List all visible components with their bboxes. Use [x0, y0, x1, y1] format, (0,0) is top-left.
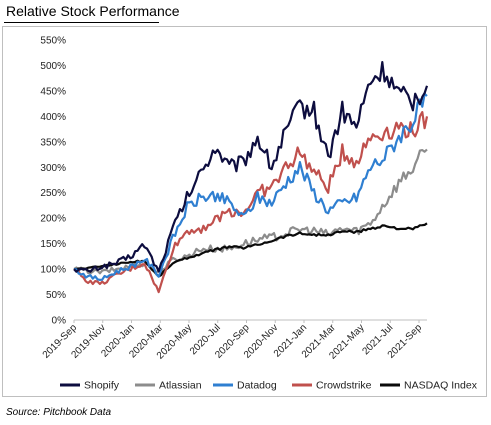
y-tick-label: 500% — [40, 61, 66, 72]
x-axis: 2019-Sep2019-Nov2020-Jan2020-Mar2020-May… — [41, 319, 427, 362]
y-tick-label: 250% — [40, 188, 66, 199]
series-line-datadog — [73, 92, 428, 281]
y-tick-label: 300% — [40, 163, 66, 174]
legend-label: NASDAQ Index — [404, 380, 478, 392]
y-tick-label: 550% — [40, 36, 66, 47]
legend-label: Crowdstrike — [316, 380, 372, 392]
y-tick-label: 50% — [46, 290, 66, 301]
y-tick-label: 400% — [40, 112, 66, 123]
chart-frame — [2, 26, 487, 397]
series-line-crowdstrike — [73, 111, 429, 294]
y-tick-label: 450% — [40, 86, 66, 97]
legend-label: Atlassian — [159, 380, 202, 392]
series-line-nasdaq-index — [74, 222, 428, 278]
legend-label: Shopify — [84, 380, 120, 392]
source-note: Source: Pitchbook Data — [6, 407, 112, 418]
y-tick-label: 0% — [52, 316, 67, 327]
legend: Shopify Atlassian Datadog Crowdstrike NASDAQ… — [60, 380, 478, 392]
chart-title: Relative Stock Performance — [6, 3, 180, 19]
y-axis: 0% 50% 100% 150% 200% 250% 300% 350% 400% 450% 500… — [40, 36, 66, 327]
legend-label: Datadog — [237, 380, 277, 392]
y-tick-label: 350% — [40, 137, 66, 148]
title-underline — [4, 22, 159, 23]
series-layer — [73, 61, 429, 294]
series-line-shopify — [73, 61, 429, 273]
y-tick-label: 200% — [40, 214, 66, 225]
y-tick-label: 150% — [40, 239, 66, 250]
y-tick-label: 100% — [40, 265, 66, 276]
